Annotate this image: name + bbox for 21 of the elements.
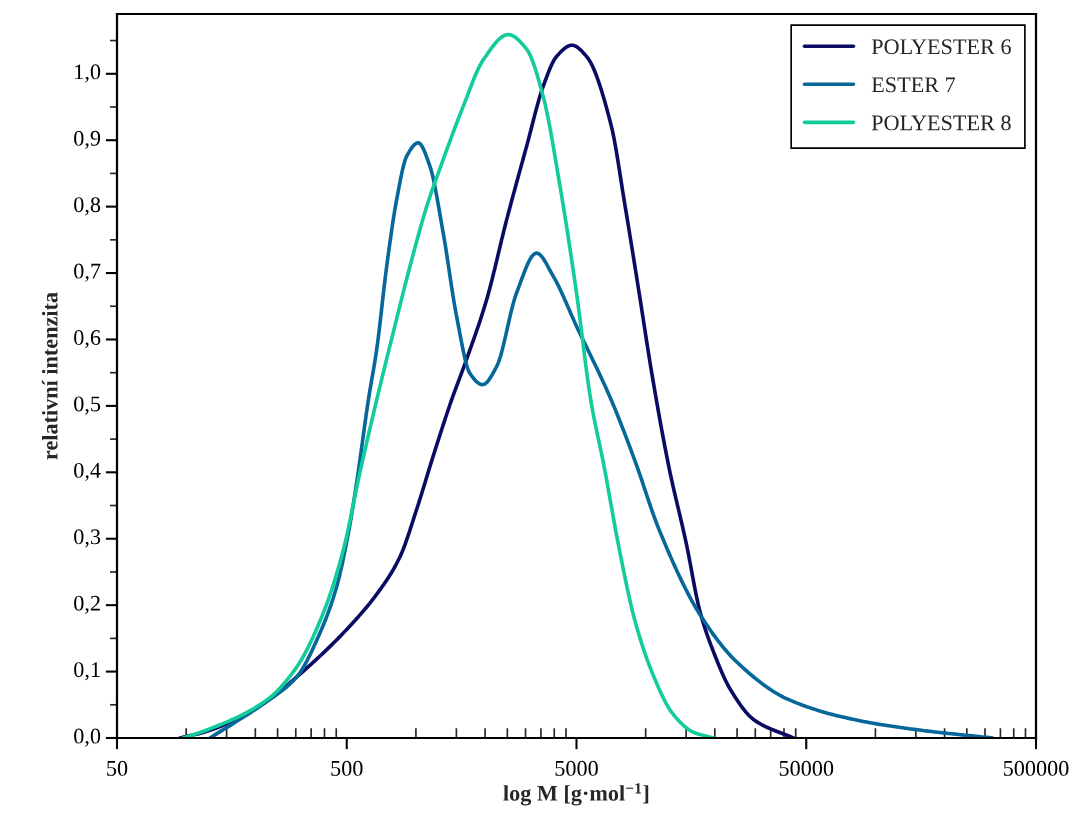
legend-label: POLYESTER 6 bbox=[871, 39, 1011, 55]
y-tick-label: 0,8 bbox=[74, 197, 101, 216]
x-tick-label: 500000 bbox=[1003, 760, 1069, 776]
y-tick-label: 0,7 bbox=[74, 263, 101, 282]
x-axis-title: log M [g·mol$^{−1}$] bbox=[503, 783, 649, 806]
y-tick-label: 0,0 bbox=[74, 728, 101, 747]
legend-label: ESTER 7 bbox=[871, 77, 956, 93]
y-tick-label: 1,0 bbox=[75, 64, 101, 83]
y-tick-label: 0,5 bbox=[74, 396, 101, 415]
y-tick-label: 0,9 bbox=[74, 130, 101, 149]
y-tick-label: 0,1 bbox=[74, 662, 100, 681]
x-tick-label: 50 bbox=[107, 760, 128, 776]
legend-label: POLYESTER 8 bbox=[871, 115, 1011, 131]
y-tick-label: 0,3 bbox=[74, 529, 101, 548]
x-tick-label: 50000 bbox=[779, 760, 834, 776]
y-tick-label: 0,6 bbox=[74, 330, 101, 349]
y-tick-label: 0,4 bbox=[74, 462, 101, 482]
x-tick-label: 500 bbox=[331, 760, 363, 776]
y-axis-title: relativní intenzita bbox=[41, 292, 58, 460]
y-tick-label: 0,2 bbox=[74, 595, 100, 614]
x-tick-label: 5000 bbox=[555, 760, 598, 776]
